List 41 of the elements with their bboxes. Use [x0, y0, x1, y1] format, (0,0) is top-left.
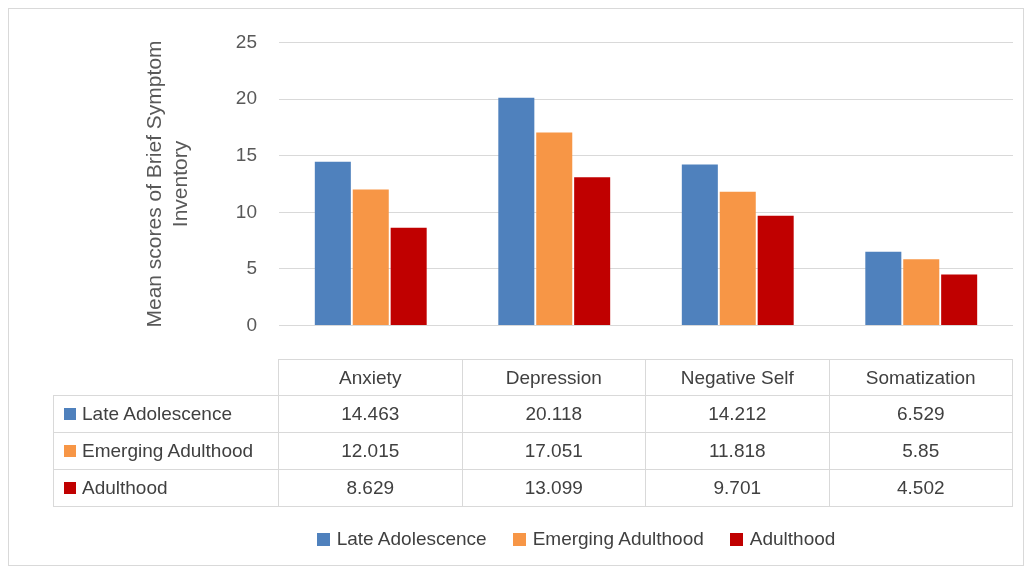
data-label: 14.463: [279, 396, 463, 433]
bar: [903, 259, 940, 326]
x-tick-label: Negative Self: [646, 359, 830, 396]
data-label: 9.701: [646, 470, 830, 507]
y-tick-label: 0: [246, 313, 257, 335]
bar: [865, 251, 902, 326]
y-tick-label: 10: [235, 200, 257, 222]
data-label: 6.529: [829, 396, 1013, 433]
x-tick-label: Anxiety: [279, 359, 463, 396]
bar: [574, 177, 611, 326]
bar: [314, 161, 351, 326]
y-tick-label: 25: [235, 30, 257, 52]
text: Emerging Adulthood: [532, 528, 704, 549]
bar: [757, 215, 794, 326]
bar: [681, 164, 718, 326]
data-label: 14.212: [646, 396, 830, 433]
bar: [941, 274, 978, 326]
data-label: 17.051: [462, 433, 646, 470]
y-tick-label: 5: [246, 257, 257, 279]
data-label: 13.099: [462, 470, 646, 507]
y-tick-label: 15: [235, 143, 257, 165]
data-label: 8.629: [279, 470, 463, 507]
legend-label: Late Adolescence: [82, 403, 233, 425]
bar: [390, 227, 427, 326]
bar: [536, 132, 573, 326]
data-label: 20.118: [462, 396, 646, 433]
bar: [352, 189, 389, 326]
bar: [719, 191, 756, 326]
text: Late Adolescence: [336, 528, 487, 549]
y-axis-title: Mean scores of Brief Symptom Inventory: [142, 40, 191, 328]
data-label: 11.818: [646, 433, 830, 470]
data-label: 5.85: [829, 433, 1013, 470]
data-label: 12.015: [279, 433, 463, 470]
y-tick-label: 20: [235, 87, 257, 109]
legend-label: Adulthood: [749, 528, 836, 550]
x-tick-label: Somatization: [829, 359, 1013, 396]
bar: [498, 97, 535, 326]
legend-label: Emerging Adulthood: [82, 440, 254, 462]
text: Adulthood: [82, 477, 168, 498]
data-label: 4.502: [829, 470, 1013, 507]
x-tick-label: Depression: [462, 359, 646, 396]
